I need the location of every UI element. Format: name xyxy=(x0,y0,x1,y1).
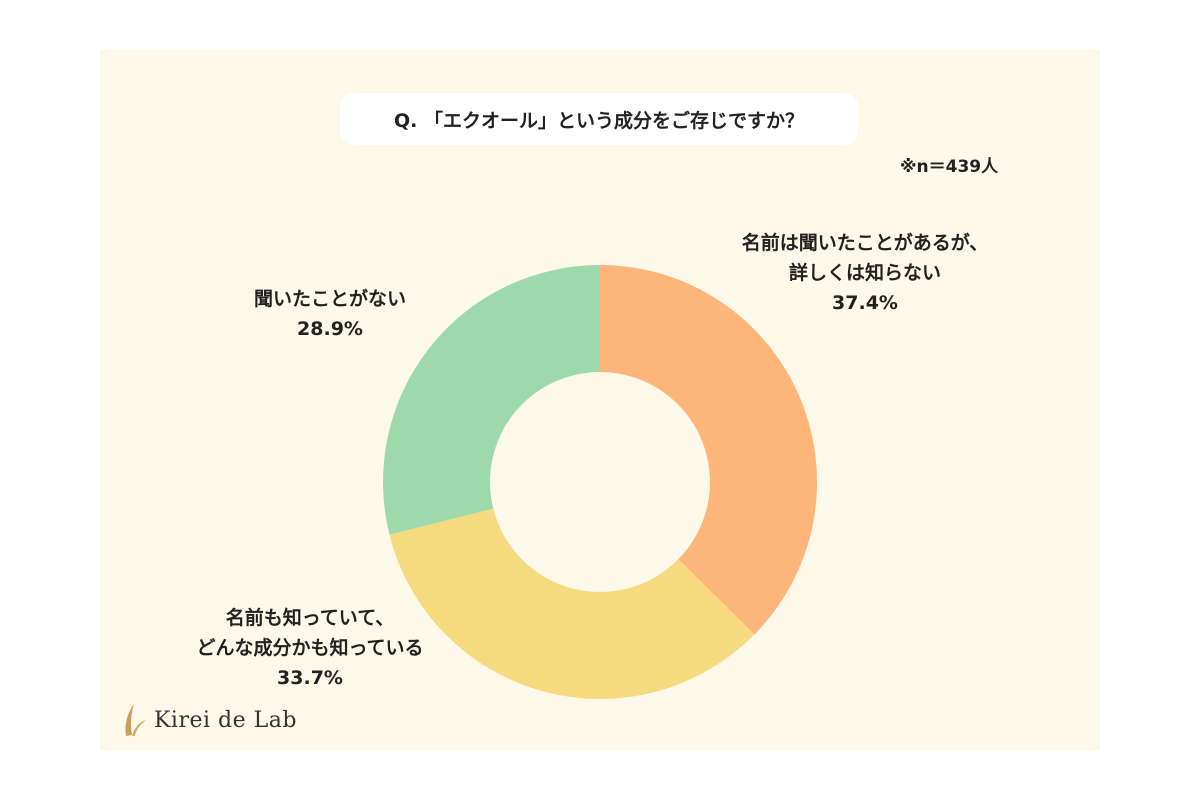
label-never-heard: 聞いたことがない 28.9% xyxy=(230,284,430,344)
label-know-name-and-detail-line2: どんな成分かも知っている xyxy=(196,637,424,659)
donut-slices xyxy=(383,265,817,700)
sample-size-note: ※n＝439人 xyxy=(900,157,999,177)
label-never-heard-pct: 28.9% xyxy=(297,318,363,340)
slice-heard-not-detailed xyxy=(600,265,817,635)
label-heard-not-detailed-pct: 37.4% xyxy=(832,292,898,314)
brand-logo: Kirei de Lab xyxy=(120,700,297,740)
question-title: Q. 「エクオール」という成分をご存じですか？ xyxy=(340,93,858,145)
label-know-name-and-detail-line1: 名前も知っていて、 xyxy=(225,607,395,629)
leaf-icon xyxy=(125,704,146,736)
label-heard-not-detailed-line1: 名前は聞いたことがあるが、 xyxy=(741,232,989,254)
brand-name: Kirei de Lab xyxy=(154,707,297,733)
slice-know-name-and-detail xyxy=(389,508,755,700)
label-know-name-and-detail-pct: 33.7% xyxy=(277,667,343,689)
label-know-name-and-detail: 名前も知っていて、 どんな成分かも知っている 33.7% xyxy=(160,603,460,693)
label-never-heard-line1: 聞いたことがない xyxy=(253,288,406,310)
label-heard-not-detailed-line2: 詳しくは知らない xyxy=(788,262,941,284)
label-heard-not-detailed: 名前は聞いたことがあるが、 詳しくは知らない 37.4% xyxy=(700,228,1030,318)
slice-never-heard xyxy=(383,265,600,535)
